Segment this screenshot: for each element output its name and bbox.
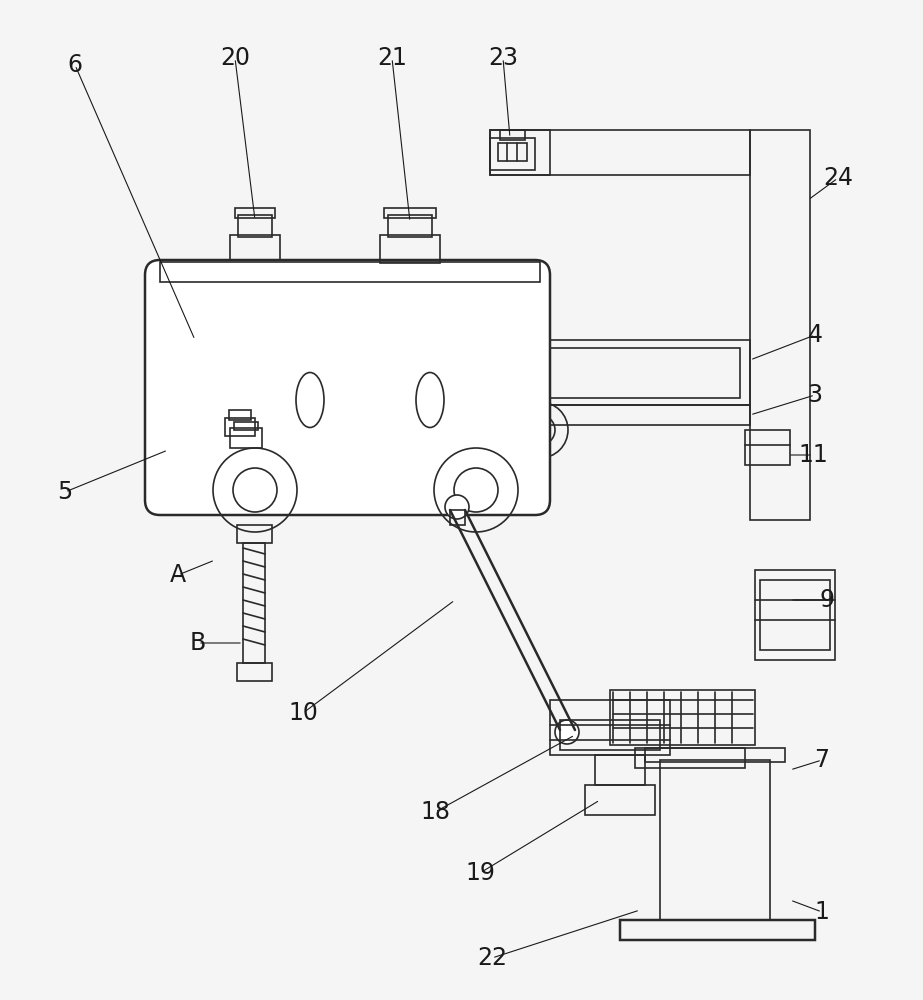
Bar (500, 130, 525, 140)
Text: 24: 24 (823, 166, 853, 190)
Bar (235, 208, 275, 218)
Text: 11: 11 (798, 443, 828, 467)
Bar (550, 700, 670, 755)
Bar (238, 215, 272, 237)
Bar (490, 138, 535, 170)
Bar (243, 543, 265, 663)
Text: 20: 20 (220, 46, 250, 70)
Text: 4: 4 (808, 323, 822, 347)
Text: 6: 6 (67, 53, 82, 77)
Bar (760, 580, 830, 650)
Bar (490, 130, 550, 175)
Bar (620, 920, 815, 940)
Bar (498, 143, 527, 161)
Bar (234, 422, 258, 430)
Text: B: B (190, 631, 206, 655)
Bar (530, 405, 750, 425)
Circle shape (555, 720, 579, 744)
Text: 5: 5 (57, 480, 73, 504)
Bar (745, 430, 790, 465)
Text: 7: 7 (814, 748, 830, 772)
Text: A: A (170, 563, 186, 587)
Bar (660, 760, 770, 920)
Text: 1: 1 (815, 900, 830, 924)
Bar (230, 235, 280, 260)
Bar (585, 785, 655, 815)
Bar (160, 262, 540, 282)
Bar (388, 215, 432, 237)
Text: 9: 9 (820, 588, 834, 612)
Bar (450, 510, 465, 525)
Bar (384, 208, 436, 218)
Bar (230, 428, 262, 448)
Text: 23: 23 (488, 46, 518, 70)
Bar (750, 130, 810, 520)
Text: 21: 21 (378, 46, 407, 70)
Bar (540, 348, 740, 398)
Text: 19: 19 (465, 861, 495, 885)
Bar (755, 570, 835, 660)
Bar (560, 720, 660, 750)
Bar (380, 235, 440, 263)
Text: 10: 10 (288, 701, 318, 725)
Bar (530, 340, 750, 405)
Bar (635, 748, 745, 768)
Bar (225, 418, 255, 436)
Text: 22: 22 (477, 946, 507, 970)
Text: 3: 3 (808, 383, 822, 407)
Bar (237, 663, 272, 681)
Text: 18: 18 (420, 800, 450, 824)
Bar (595, 755, 645, 785)
FancyBboxPatch shape (145, 260, 550, 515)
Circle shape (445, 495, 469, 519)
Bar (237, 525, 272, 543)
Bar (645, 748, 785, 762)
Bar (229, 410, 251, 420)
Bar (610, 690, 755, 745)
Bar (490, 130, 750, 175)
